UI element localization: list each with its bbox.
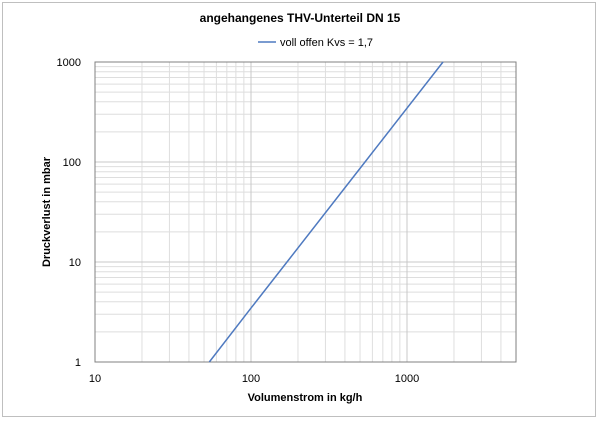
x-tick-label: 1000 xyxy=(395,373,419,385)
y-axis-title: Druckverlust in mbar xyxy=(41,156,53,267)
legend: voll offen Kvs = 1,7 xyxy=(258,37,373,49)
minor-gridlines xyxy=(95,62,517,362)
y-tick-label: 100 xyxy=(63,157,81,169)
y-tick-label: 1 xyxy=(75,357,81,369)
legend-label: voll offen Kvs = 1,7 xyxy=(280,37,373,49)
plot-area xyxy=(94,61,517,363)
chart-title: angehangenes THV-Unterteil DN 15 xyxy=(200,11,401,25)
series-line xyxy=(208,61,444,363)
major-gridlines xyxy=(94,62,516,363)
x-tick-label: 100 xyxy=(242,373,260,385)
x-tick-label: 10 xyxy=(89,373,101,385)
x-axis-title: Volumenstrom in kg/h xyxy=(248,392,363,404)
y-tick-label: 1000 xyxy=(57,57,81,69)
series-layer xyxy=(208,61,444,363)
y-tick-label: 10 xyxy=(69,257,81,269)
chart-frame xyxy=(2,2,596,417)
tick-labels: 10 100 1000 1 10 100 1000 xyxy=(57,57,420,385)
